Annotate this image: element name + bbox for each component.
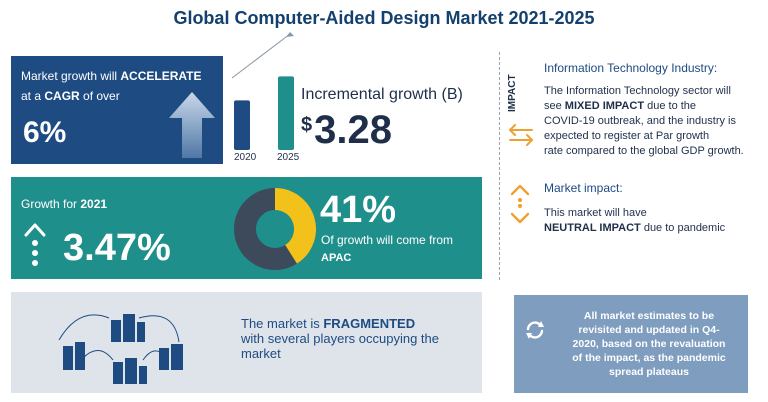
up-down-arrows-icon [510,184,530,224]
growth-bars [231,32,294,150]
estimates-note-text: All market estimates to be revisited and… [572,310,726,378]
incremental-label: Incremental growth (B) [301,86,463,103]
cagr-line2: at a CAGR of over [21,89,120,103]
market-impact-title: Market impact: [544,181,623,195]
it-industry-title: Information Technology Industry: [544,61,718,75]
estimates-note-panel: All market estimates to be revisited and… [514,295,748,393]
cagr-line1: Market growth will ACCELERATE [21,69,202,83]
fragmented-panel: The market is FRAGMENTED with several pl… [11,292,482,393]
currency-symbol: $ [301,114,313,136]
growth-value: 3.47% [63,227,171,269]
up-arrow-icon [169,92,215,158]
apac-region: APAC [321,252,352,264]
cagr-value: 6% [23,116,67,149]
apac-text: Of growth will come from [321,233,454,247]
bar-label-2020: 2020 [234,152,257,163]
page-title: Global Computer-Aided Design Market 2021… [173,8,595,28]
it-industry-body: The Information Technology sector will s… [544,85,744,157]
cagr-panel: Market growth will ACCELERATE at a CAGR … [11,56,223,164]
bar-2025 [278,76,294,150]
incremental-value: $3.28 [301,108,392,152]
dotted-up-arrow-icon [24,223,46,266]
bar-label-2025: 2025 [277,152,300,163]
impact-divider [499,52,500,280]
market-impact-body: This market will have NEUTRAL IMPACT due… [544,207,726,234]
swap-arrows-icon [509,124,533,146]
growth-panel: Growth for 2021 3.47% 41% Of growth will… [11,177,482,279]
growth-year-label: Growth for 2021 [21,197,108,211]
impact-vertical-label: IMPACT [507,74,518,112]
buildings-network-icon [58,314,183,384]
apac-share-donut [234,188,316,270]
apac-percent: 41% [320,189,397,231]
fragmented-text: The market is FRAGMENTED with several pl… [241,316,439,361]
apac-share-arc [274,188,316,264]
refresh-icon [526,321,544,339]
bar-2020 [234,100,250,150]
